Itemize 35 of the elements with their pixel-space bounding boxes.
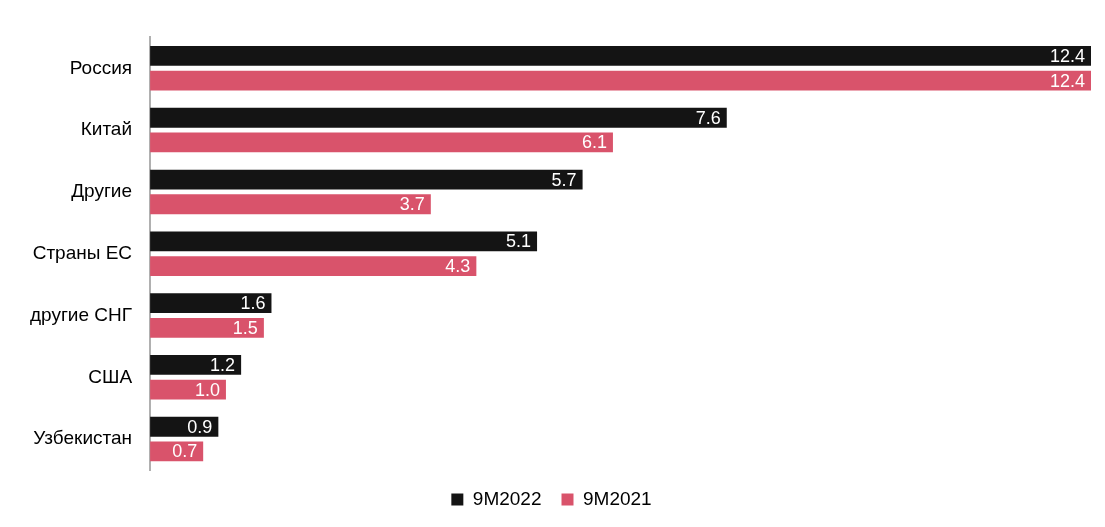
- y-tick-label: Узбекистан: [33, 427, 133, 449]
- data-label: 1.6: [240, 293, 266, 314]
- bar: [150, 379, 226, 400]
- bar: [150, 169, 583, 190]
- bar: [150, 231, 538, 252]
- y-tick-label: Китай: [80, 118, 133, 140]
- data-label: 5.7: [551, 169, 577, 190]
- y-tick-label: другие СНГ: [30, 303, 133, 325]
- data-label: 0.9: [187, 416, 213, 437]
- bar: [150, 317, 264, 338]
- bar: [150, 355, 242, 375]
- data-label: 1.5: [232, 317, 258, 338]
- legend-label: 9M2022: [472, 487, 542, 509]
- data-label: 4.3: [445, 256, 471, 277]
- bar: [150, 46, 1091, 66]
- bar: [150, 107, 727, 128]
- bar: [150, 256, 477, 276]
- data-label: 7.6: [695, 107, 721, 128]
- bar: [150, 70, 1091, 91]
- data-label: 1.2: [210, 354, 236, 375]
- legend-label: 9M2021: [583, 487, 652, 509]
- bar: [150, 194, 431, 215]
- y-tick-label: Другие: [71, 180, 133, 202]
- y-tick-label: Страны ЕС: [32, 241, 133, 263]
- data-label: 6.1: [581, 132, 607, 153]
- data-label: 12.4: [1049, 70, 1085, 91]
- data-label: 3.7: [399, 194, 425, 215]
- y-tick-label: Россия: [69, 56, 133, 78]
- data-label: 0.7: [172, 441, 198, 462]
- data-label: 12.4: [1049, 45, 1085, 66]
- bar: [150, 293, 272, 314]
- bar: [150, 132, 613, 153]
- data-label: 1.0: [194, 379, 220, 400]
- y-tick-label: США: [88, 365, 133, 387]
- data-label: 5.1: [506, 231, 532, 252]
